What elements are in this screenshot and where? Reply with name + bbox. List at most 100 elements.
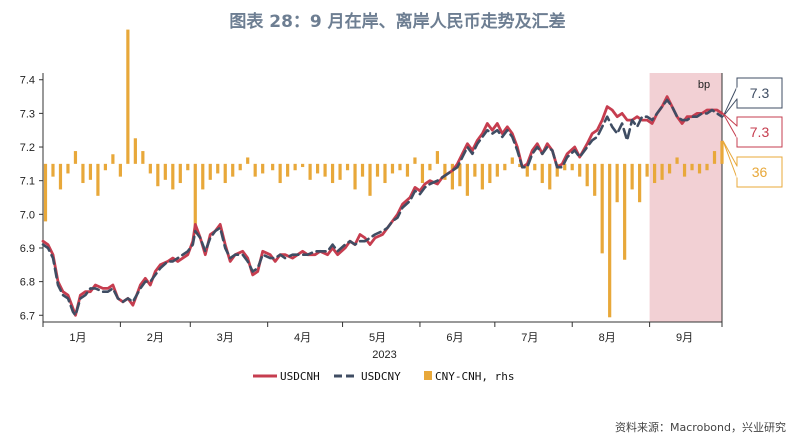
x-year-label: 2023 [372, 349, 396, 361]
y-tick-label: 7.3 [20, 108, 35, 120]
x-tick-label: 5月 [369, 332, 386, 344]
diff-bar [450, 163, 454, 190]
x-tick-label: 3月 [217, 332, 234, 344]
x-tick-label: 1月 [69, 332, 86, 344]
diff-bar [216, 163, 220, 174]
diff-bar [308, 163, 312, 180]
y-tick-label: 7.0 [20, 209, 35, 221]
x-tick-label: 4月 [294, 332, 311, 344]
diff-bar [88, 163, 93, 180]
diff-bar [133, 138, 137, 164]
x-tick-label: 2月 [147, 332, 164, 344]
diff-bar [148, 163, 152, 174]
diff-bar [58, 163, 63, 190]
diff-bar [231, 163, 235, 177]
diff-bar [443, 163, 447, 180]
diff-bar [323, 163, 327, 177]
shaded-period [649, 73, 722, 322]
diff-bar [141, 151, 145, 164]
diff-bar [623, 163, 627, 260]
diff-bar [675, 157, 679, 164]
diff-bar [510, 157, 514, 164]
diff-bar [473, 163, 477, 177]
diff-bar [712, 151, 717, 164]
diff-bar [525, 163, 529, 177]
chart-legend: USDCNH USDCNY CNY-CNH, rhs [253, 370, 514, 383]
diff-bar [278, 163, 282, 184]
diff-bar [156, 163, 160, 187]
diff-bar [178, 163, 182, 184]
source-note: 资料来源：Macrobond，兴业研究 [615, 420, 786, 434]
diff-bar [608, 163, 612, 318]
diff-bar [186, 163, 190, 171]
diff-bar [420, 163, 425, 184]
diff-bar [540, 163, 544, 184]
diff-bar [383, 163, 387, 184]
diff-bar [208, 163, 212, 180]
y-tick-label: 7.4 [20, 75, 35, 87]
y-tick-label: 7.2 [20, 142, 35, 154]
y-tick-label: 6.8 [20, 277, 35, 289]
diff-bar [413, 157, 417, 164]
diff-bar [315, 163, 320, 174]
diff-bar [465, 163, 469, 196]
diff-bar [301, 163, 305, 168]
diff-bar [390, 163, 395, 174]
diff-bar [353, 163, 357, 190]
x-tick-label: 7月 [521, 332, 538, 344]
diff-bar [375, 163, 380, 177]
diff-bar [435, 151, 440, 164]
diff-bar [630, 163, 634, 190]
diff-bar [667, 163, 672, 174]
diff-bar [652, 163, 657, 184]
diff-bar [286, 163, 290, 177]
diff-bar [570, 163, 574, 171]
diff-bar [548, 163, 552, 190]
diff-bar [600, 163, 604, 254]
diff-bar [238, 163, 242, 171]
diff-bar [253, 163, 257, 177]
diff-bar [201, 163, 205, 190]
callout-pointer [722, 86, 738, 118]
callout-label: 7.3 [750, 124, 770, 140]
legend-label: USDCNY [361, 370, 401, 383]
callout-label: 7.3 [750, 85, 770, 101]
diff-bar [585, 163, 589, 187]
diff-bar [615, 163, 619, 203]
diff-bar [171, 163, 175, 190]
legend-label: CNY-CNH, rhs [435, 370, 514, 383]
diff-bar [458, 163, 462, 187]
diff-bar [563, 163, 567, 171]
diff-bar [488, 163, 492, 184]
diff-bar [223, 163, 227, 184]
diff-bar [111, 154, 115, 164]
diff-bar [338, 163, 342, 180]
bars-layer [43, 29, 724, 318]
diff-bar [495, 163, 499, 177]
diff-bar [645, 163, 649, 177]
diff-bar [518, 163, 522, 168]
diff-bar [96, 163, 100, 196]
y-tick-label: 7.1 [20, 176, 35, 188]
x-tick-label: 9月 [676, 332, 693, 344]
diff-bar [690, 163, 694, 171]
series-line-usdcny [41, 98, 724, 317]
diff-bar [682, 163, 687, 177]
x-tick-label: 8月 [599, 332, 616, 344]
callout-box [736, 77, 783, 109]
diff-bar [293, 163, 297, 171]
legend-swatch [424, 371, 432, 380]
diff-bar [533, 163, 537, 171]
callout-box [736, 116, 783, 148]
y-axis-right-label: bp [698, 79, 710, 91]
diff-bar [697, 163, 702, 174]
diff-bar [261, 163, 265, 174]
callout-pointer [722, 140, 738, 179]
callout-box [736, 156, 783, 188]
diff-bar [360, 163, 365, 177]
diff-bar [405, 163, 410, 177]
diff-bar [246, 157, 250, 164]
diff-bar [66, 163, 70, 174]
diff-bar [720, 140, 724, 164]
